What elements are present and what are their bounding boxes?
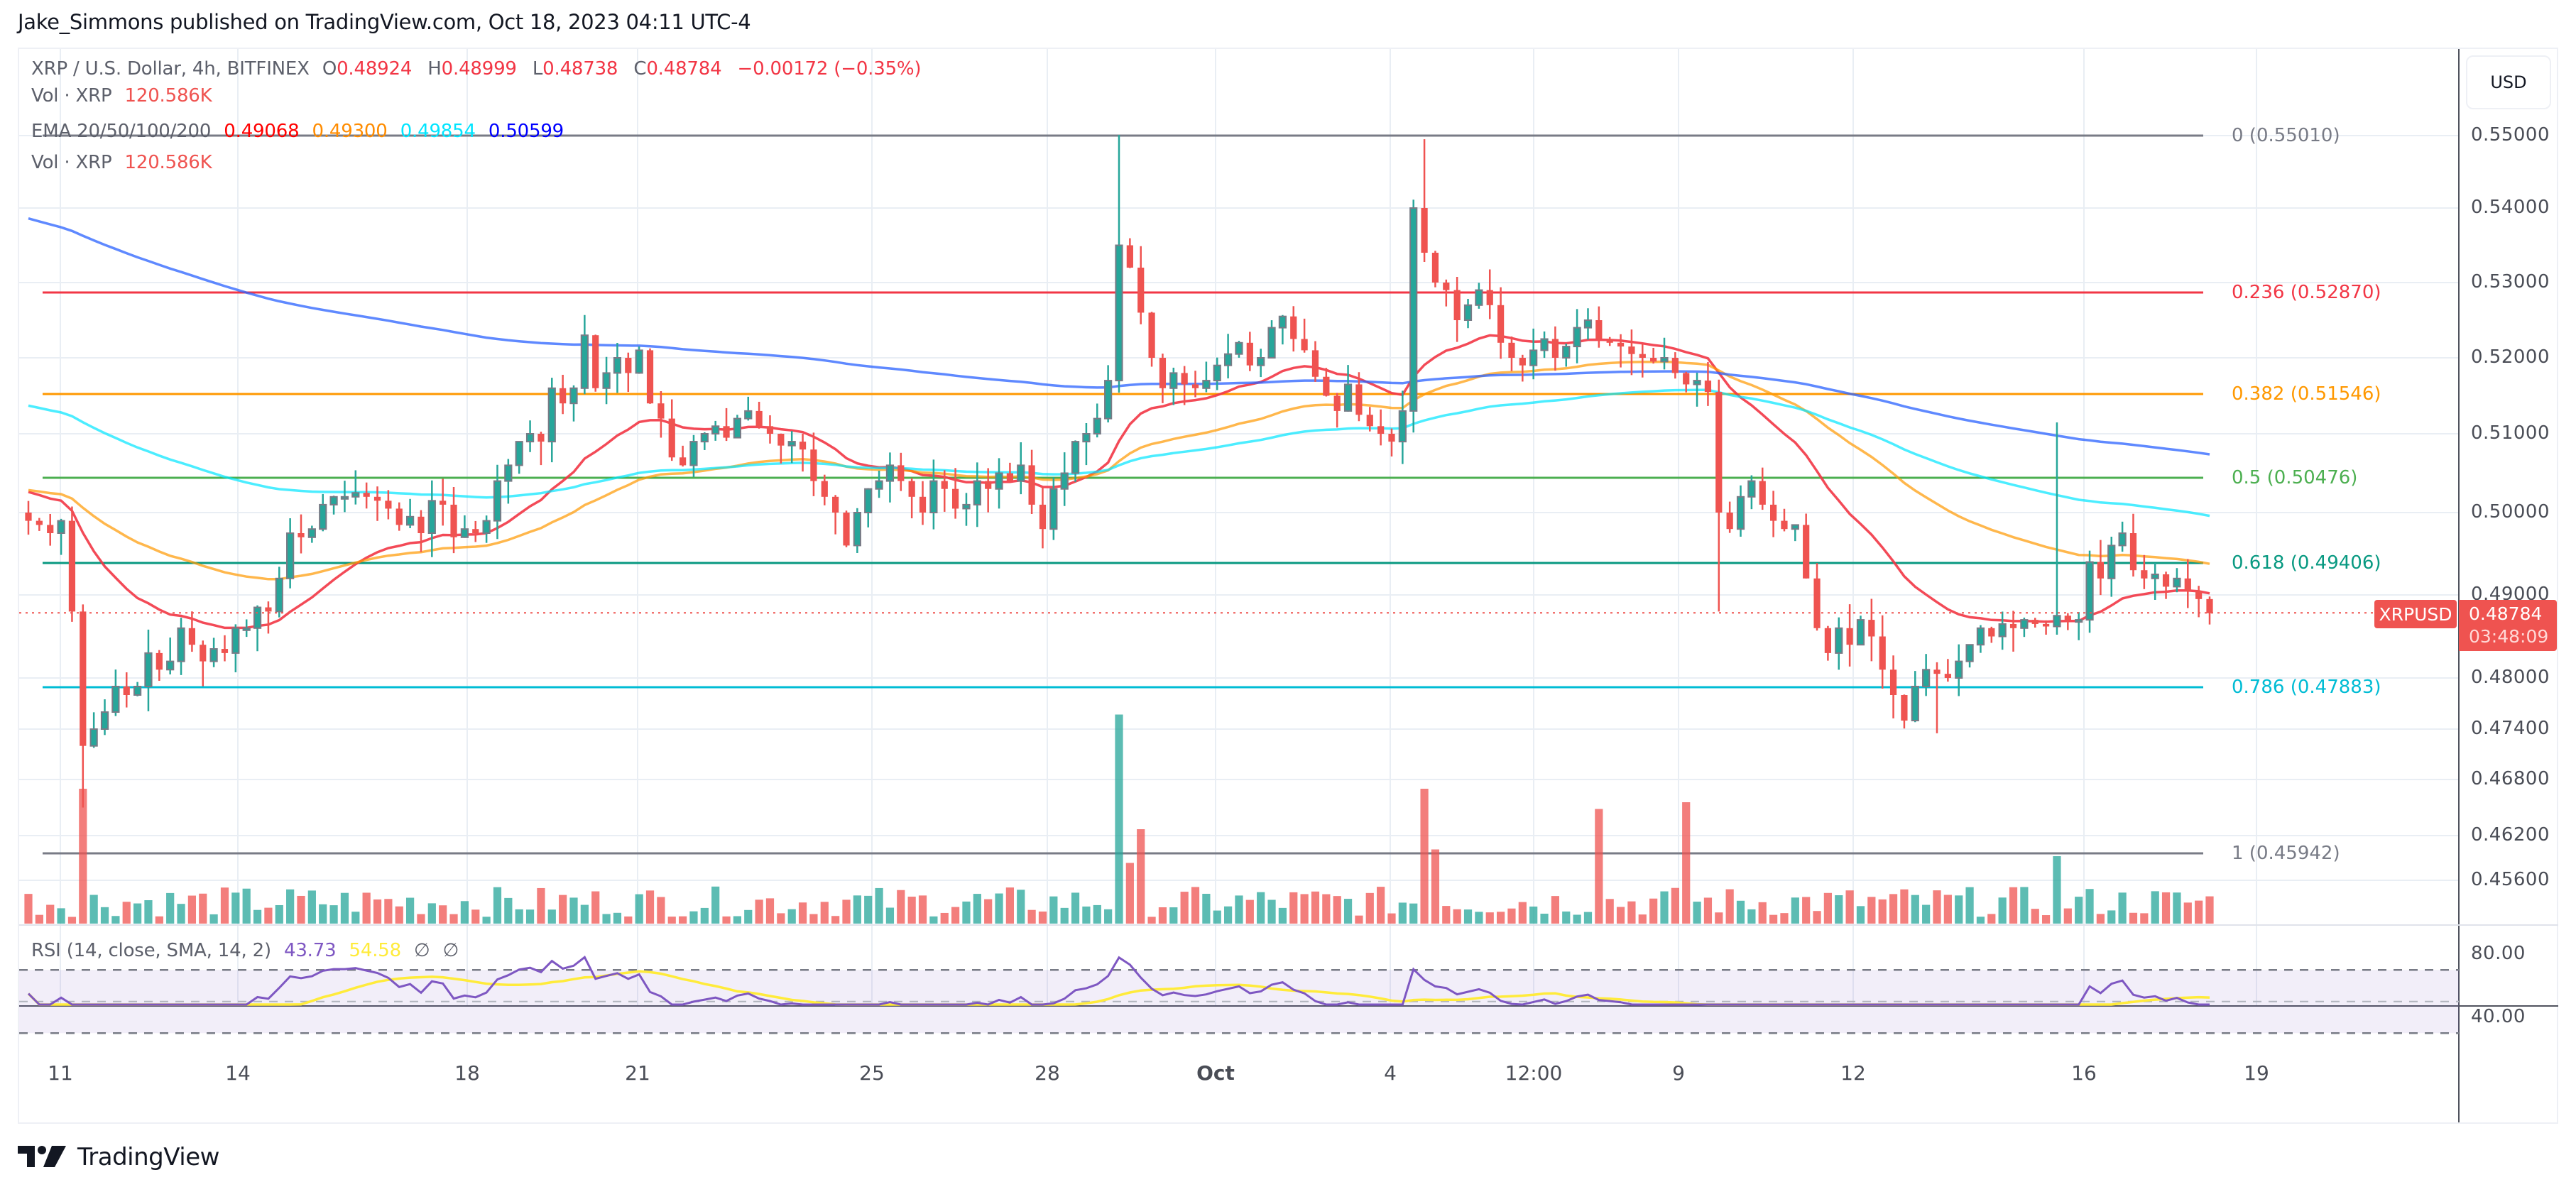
price-tick: 0.55000	[2471, 124, 2550, 146]
price-tick: 0.54000	[2471, 197, 2550, 218]
price-tick: 0.46200	[2471, 824, 2550, 846]
publisher-caption: Jake_Simmons published on TradingView.co…	[18, 10, 751, 34]
price-tick: 0.46800	[2471, 768, 2550, 789]
symbol-legend: XRP / U.S. Dollar, 4h, BITFINEX O0.48924…	[31, 58, 928, 80]
close-value: 0.48784	[646, 58, 722, 80]
volume-legend-2: Vol · XRP 120.586K	[31, 152, 219, 173]
rsi-legend: RSI (14, close, SMA, 14, 2) 43.73 54.58 …	[31, 940, 466, 961]
last-price-tag: 0.48784 03:48:09	[2459, 600, 2557, 651]
symbol-price-tag: XRPUSD	[2374, 600, 2457, 628]
rsi-sma-value: 54.58	[349, 940, 402, 961]
ema50-value: 0.49300	[312, 121, 388, 142]
change-value: −0.00172 (−0.35%)	[737, 58, 922, 80]
high-value: 0.48999	[441, 58, 517, 80]
time-tick: 19	[2244, 1061, 2269, 1085]
price-tick: 0.51000	[2471, 422, 2550, 444]
time-tick: 9	[1672, 1061, 1685, 1085]
rsi-value: 43.73	[284, 940, 337, 961]
currency-button[interactable]: USD	[2466, 55, 2551, 109]
symbol-title: XRP / U.S. Dollar, 4h, BITFINEX	[31, 58, 310, 80]
fib-level-label: 0.236 (0.52870)	[2232, 282, 2381, 303]
rsi-na-1: ∅	[414, 940, 430, 961]
tradingview-logo[interactable]: TradingView	[18, 1143, 219, 1171]
ema200-value: 0.50599	[488, 121, 564, 142]
low-label: L	[532, 58, 543, 80]
volume-label: Vol · XRP	[31, 85, 112, 106]
fib-level-label: 0.786 (0.47883)	[2232, 677, 2381, 698]
ema100-value: 0.49854	[400, 121, 476, 142]
time-tick: 21	[625, 1061, 650, 1085]
time-tick: 14	[225, 1061, 251, 1085]
time-tick: 12	[1840, 1061, 1866, 1085]
low-value: 0.48738	[542, 58, 618, 80]
ema-legend: EMA 20/50/100/200 0.49068 0.49300 0.4985…	[31, 121, 571, 142]
bar-countdown: 03:48:09	[2469, 626, 2549, 647]
open-value: 0.48924	[337, 58, 413, 80]
last-price-value: 0.48784	[2469, 603, 2543, 624]
price-tick: 0.45600	[2471, 869, 2550, 890]
time-tick: 28	[1035, 1061, 1060, 1085]
tradingview-logo-icon	[18, 1146, 66, 1167]
rsi-tick: 40.00	[2471, 1006, 2526, 1027]
volume-legend: Vol · XRP 120.586K	[31, 85, 219, 106]
price-tick: 0.47400	[2471, 718, 2550, 739]
rsi-na-2: ∅	[442, 940, 459, 961]
tradingview-wordmark: TradingView	[77, 1143, 219, 1171]
high-label: H	[427, 58, 442, 80]
rsi-tick: 80.00	[2471, 943, 2526, 964]
fib-level-label: 0.382 (0.51546)	[2232, 383, 2381, 405]
time-tick: 16	[2071, 1061, 2097, 1085]
volume-label-2: Vol · XRP	[31, 152, 112, 173]
close-label: C	[633, 58, 647, 80]
price-tick: 0.50000	[2471, 501, 2550, 523]
price-tick: 0.53000	[2471, 271, 2550, 292]
time-tick: 4	[1384, 1061, 1397, 1085]
price-tick: 0.48000	[2471, 667, 2550, 688]
time-tick: 11	[48, 1061, 73, 1085]
ema-label: EMA 20/50/100/200	[31, 121, 212, 142]
time-tick: Oct	[1196, 1061, 1235, 1085]
time-tick: 18	[454, 1061, 480, 1085]
rsi-label: RSI (14, close, SMA, 14, 2)	[31, 940, 271, 961]
chart-frame	[18, 48, 2558, 1124]
fib-level-label: 1 (0.45942)	[2232, 843, 2340, 864]
open-label: O	[322, 58, 337, 80]
volume-value-2: 120.586K	[124, 152, 212, 173]
ema20-value: 0.49068	[224, 121, 300, 142]
fib-level-label: 0.618 (0.49406)	[2232, 552, 2381, 574]
price-tick: 0.52000	[2471, 346, 2550, 368]
fib-level-label: 0 (0.55010)	[2232, 125, 2340, 146]
volume-value: 120.586K	[124, 85, 212, 106]
fib-level-label: 0.5 (0.50476)	[2232, 467, 2358, 488]
time-tick: 12:00	[1505, 1061, 1563, 1085]
time-tick: 25	[859, 1061, 885, 1085]
